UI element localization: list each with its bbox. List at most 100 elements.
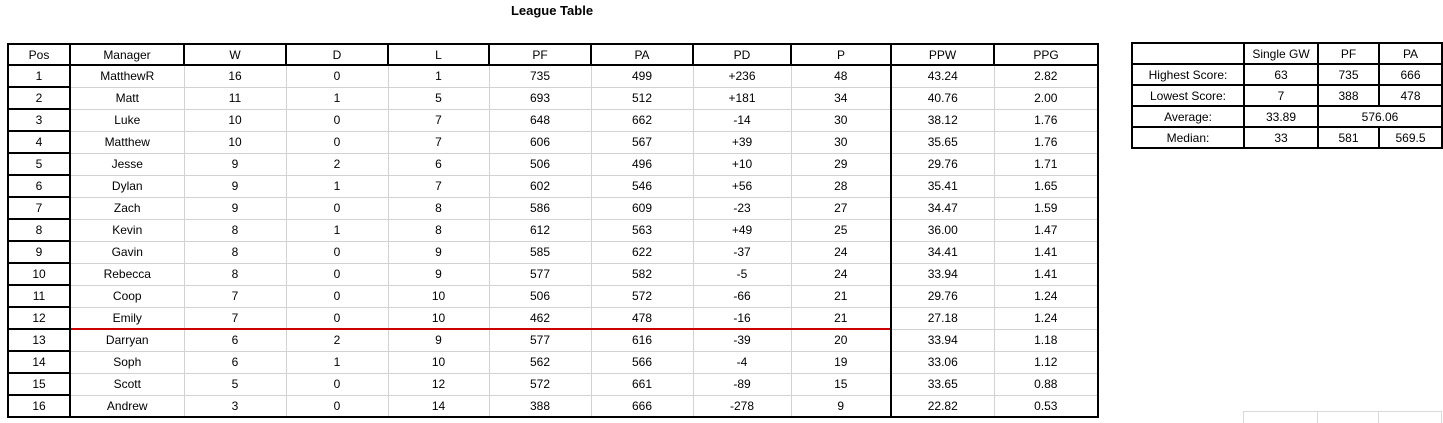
table-cell[interactable]: 566	[590, 350, 694, 374]
table-cell[interactable]: 1.12	[993, 350, 1099, 374]
table-cell[interactable]: 20	[790, 328, 892, 352]
table-cell[interactable]: Gavin	[69, 240, 185, 264]
column-header[interactable]: D	[285, 43, 389, 66]
table-cell[interactable]: Luke	[69, 108, 185, 132]
table-cell[interactable]: 2.82	[993, 64, 1099, 88]
table-cell[interactable]: 27	[790, 196, 892, 220]
table-cell[interactable]: 33.94	[890, 328, 995, 352]
table-cell[interactable]: Dylan	[69, 174, 185, 198]
table-cell[interactable]: 581	[1317, 126, 1380, 149]
table-cell[interactable]: 7	[183, 284, 287, 308]
table-cell[interactable]: 7	[387, 108, 490, 132]
table-cell[interactable]: 9	[7, 240, 71, 264]
table-cell[interactable]: 1	[285, 350, 389, 374]
table-cell[interactable]: 14	[7, 350, 71, 374]
table-cell[interactable]: Zach	[69, 196, 185, 220]
table-cell[interactable]: 478	[1378, 84, 1443, 107]
summary-label[interactable]: Median:	[1131, 126, 1245, 149]
table-cell[interactable]: 12	[7, 306, 71, 330]
table-cell[interactable]: 3	[183, 394, 287, 418]
column-header[interactable]: L	[387, 43, 490, 66]
table-cell[interactable]: 19	[790, 350, 892, 374]
summary-label[interactable]: Average:	[1131, 105, 1245, 128]
table-cell[interactable]: Matt	[69, 86, 185, 110]
table-cell[interactable]: 7	[387, 130, 490, 154]
table-cell[interactable]: 1.47	[993, 218, 1099, 242]
table-cell[interactable]: Single GW	[1243, 42, 1319, 65]
table-cell[interactable]: 2	[7, 86, 71, 110]
table-cell[interactable]: Emily	[69, 306, 185, 330]
table-cell[interactable]: 8	[183, 218, 287, 242]
table-cell[interactable]: 478	[590, 306, 694, 330]
table-cell[interactable]: -66	[692, 284, 792, 308]
table-cell[interactable]: Andrew	[69, 394, 185, 418]
table-cell[interactable]: -16	[692, 306, 792, 330]
table-cell[interactable]: 735	[488, 64, 592, 88]
table-cell[interactable]: 3	[7, 108, 71, 132]
table-cell[interactable]: 9	[387, 240, 490, 264]
table-cell[interactable]: 25	[790, 218, 892, 242]
table-cell[interactable]: 1.18	[993, 328, 1099, 352]
table-cell[interactable]: 0	[285, 130, 389, 154]
table-cell[interactable]: 33.89	[1243, 105, 1319, 128]
table-cell[interactable]: 8	[387, 218, 490, 242]
table-cell[interactable]: 563	[590, 218, 694, 242]
table-cell[interactable]: Soph	[69, 350, 185, 374]
table-cell[interactable]: 572	[590, 284, 694, 308]
table-cell[interactable]: 506	[488, 152, 592, 176]
table-cell[interactable]: 9	[183, 174, 287, 198]
table-cell[interactable]: 8	[183, 262, 287, 286]
table-cell[interactable]: 2.00	[993, 86, 1099, 110]
table-cell[interactable]: 33	[1243, 126, 1319, 149]
table-cell[interactable]: +181	[692, 86, 792, 110]
table-cell[interactable]: -278	[692, 394, 792, 418]
table-cell[interactable]: -14	[692, 108, 792, 132]
table-cell[interactable]: 7	[387, 174, 490, 198]
table-cell[interactable]: 1.76	[993, 130, 1099, 154]
table-cell[interactable]: 24	[790, 240, 892, 264]
table-cell[interactable]: 577	[488, 328, 592, 352]
table-cell[interactable]: 2	[285, 152, 389, 176]
table-cell[interactable]: 10	[387, 306, 490, 330]
table-cell[interactable]: 21	[790, 284, 892, 308]
table-cell[interactable]: Coop	[69, 284, 185, 308]
table-cell[interactable]: 30	[790, 130, 892, 154]
table-cell[interactable]: 10	[183, 130, 287, 154]
table-cell[interactable]: 4	[7, 130, 71, 154]
table-cell[interactable]: 661	[590, 372, 694, 396]
table-cell[interactable]: 38.12	[890, 108, 995, 132]
table-cell[interactable]: MatthewR	[69, 64, 185, 88]
table-cell[interactable]: 569.5	[1378, 126, 1443, 149]
table-cell[interactable]: 606	[488, 130, 592, 154]
table-cell[interactable]: 0	[285, 394, 389, 418]
table-cell[interactable]: 0.53	[993, 394, 1099, 418]
table-cell[interactable]: 1.59	[993, 196, 1099, 220]
table-cell[interactable]: 1	[387, 64, 490, 88]
table-cell[interactable]: 0	[285, 262, 389, 286]
table-cell[interactable]: 33.65	[890, 372, 995, 396]
table-cell[interactable]: Darryan	[69, 328, 185, 352]
table-cell[interactable]: 16	[183, 64, 287, 88]
table-cell[interactable]: 16	[7, 394, 71, 418]
table-cell[interactable]: 666	[590, 394, 694, 418]
table-cell[interactable]: 7	[7, 196, 71, 220]
table-cell[interactable]: 13	[7, 328, 71, 352]
table-cell[interactable]: 1.24	[993, 306, 1099, 330]
table-cell[interactable]: +49	[692, 218, 792, 242]
table-cell[interactable]: 27.18	[890, 306, 995, 330]
column-header[interactable]: Manager	[69, 43, 185, 66]
table-cell[interactable]: 512	[590, 86, 694, 110]
table-cell[interactable]: +236	[692, 64, 792, 88]
table-cell[interactable]: 1	[285, 218, 389, 242]
table-cell[interactable]: 6	[183, 328, 287, 352]
table-cell[interactable]: 0	[285, 108, 389, 132]
table-cell[interactable]: 662	[590, 108, 694, 132]
table-cell[interactable]: 36.00	[890, 218, 995, 242]
table-cell[interactable]: -89	[692, 372, 792, 396]
table-cell[interactable]: Jesse	[69, 152, 185, 176]
table-cell[interactable]: Kevin	[69, 218, 185, 242]
table-cell[interactable]: 1.71	[993, 152, 1099, 176]
table-cell[interactable]: 29.76	[890, 284, 995, 308]
table-cell[interactable]: 572	[488, 372, 592, 396]
column-header[interactable]: PD	[692, 43, 792, 66]
